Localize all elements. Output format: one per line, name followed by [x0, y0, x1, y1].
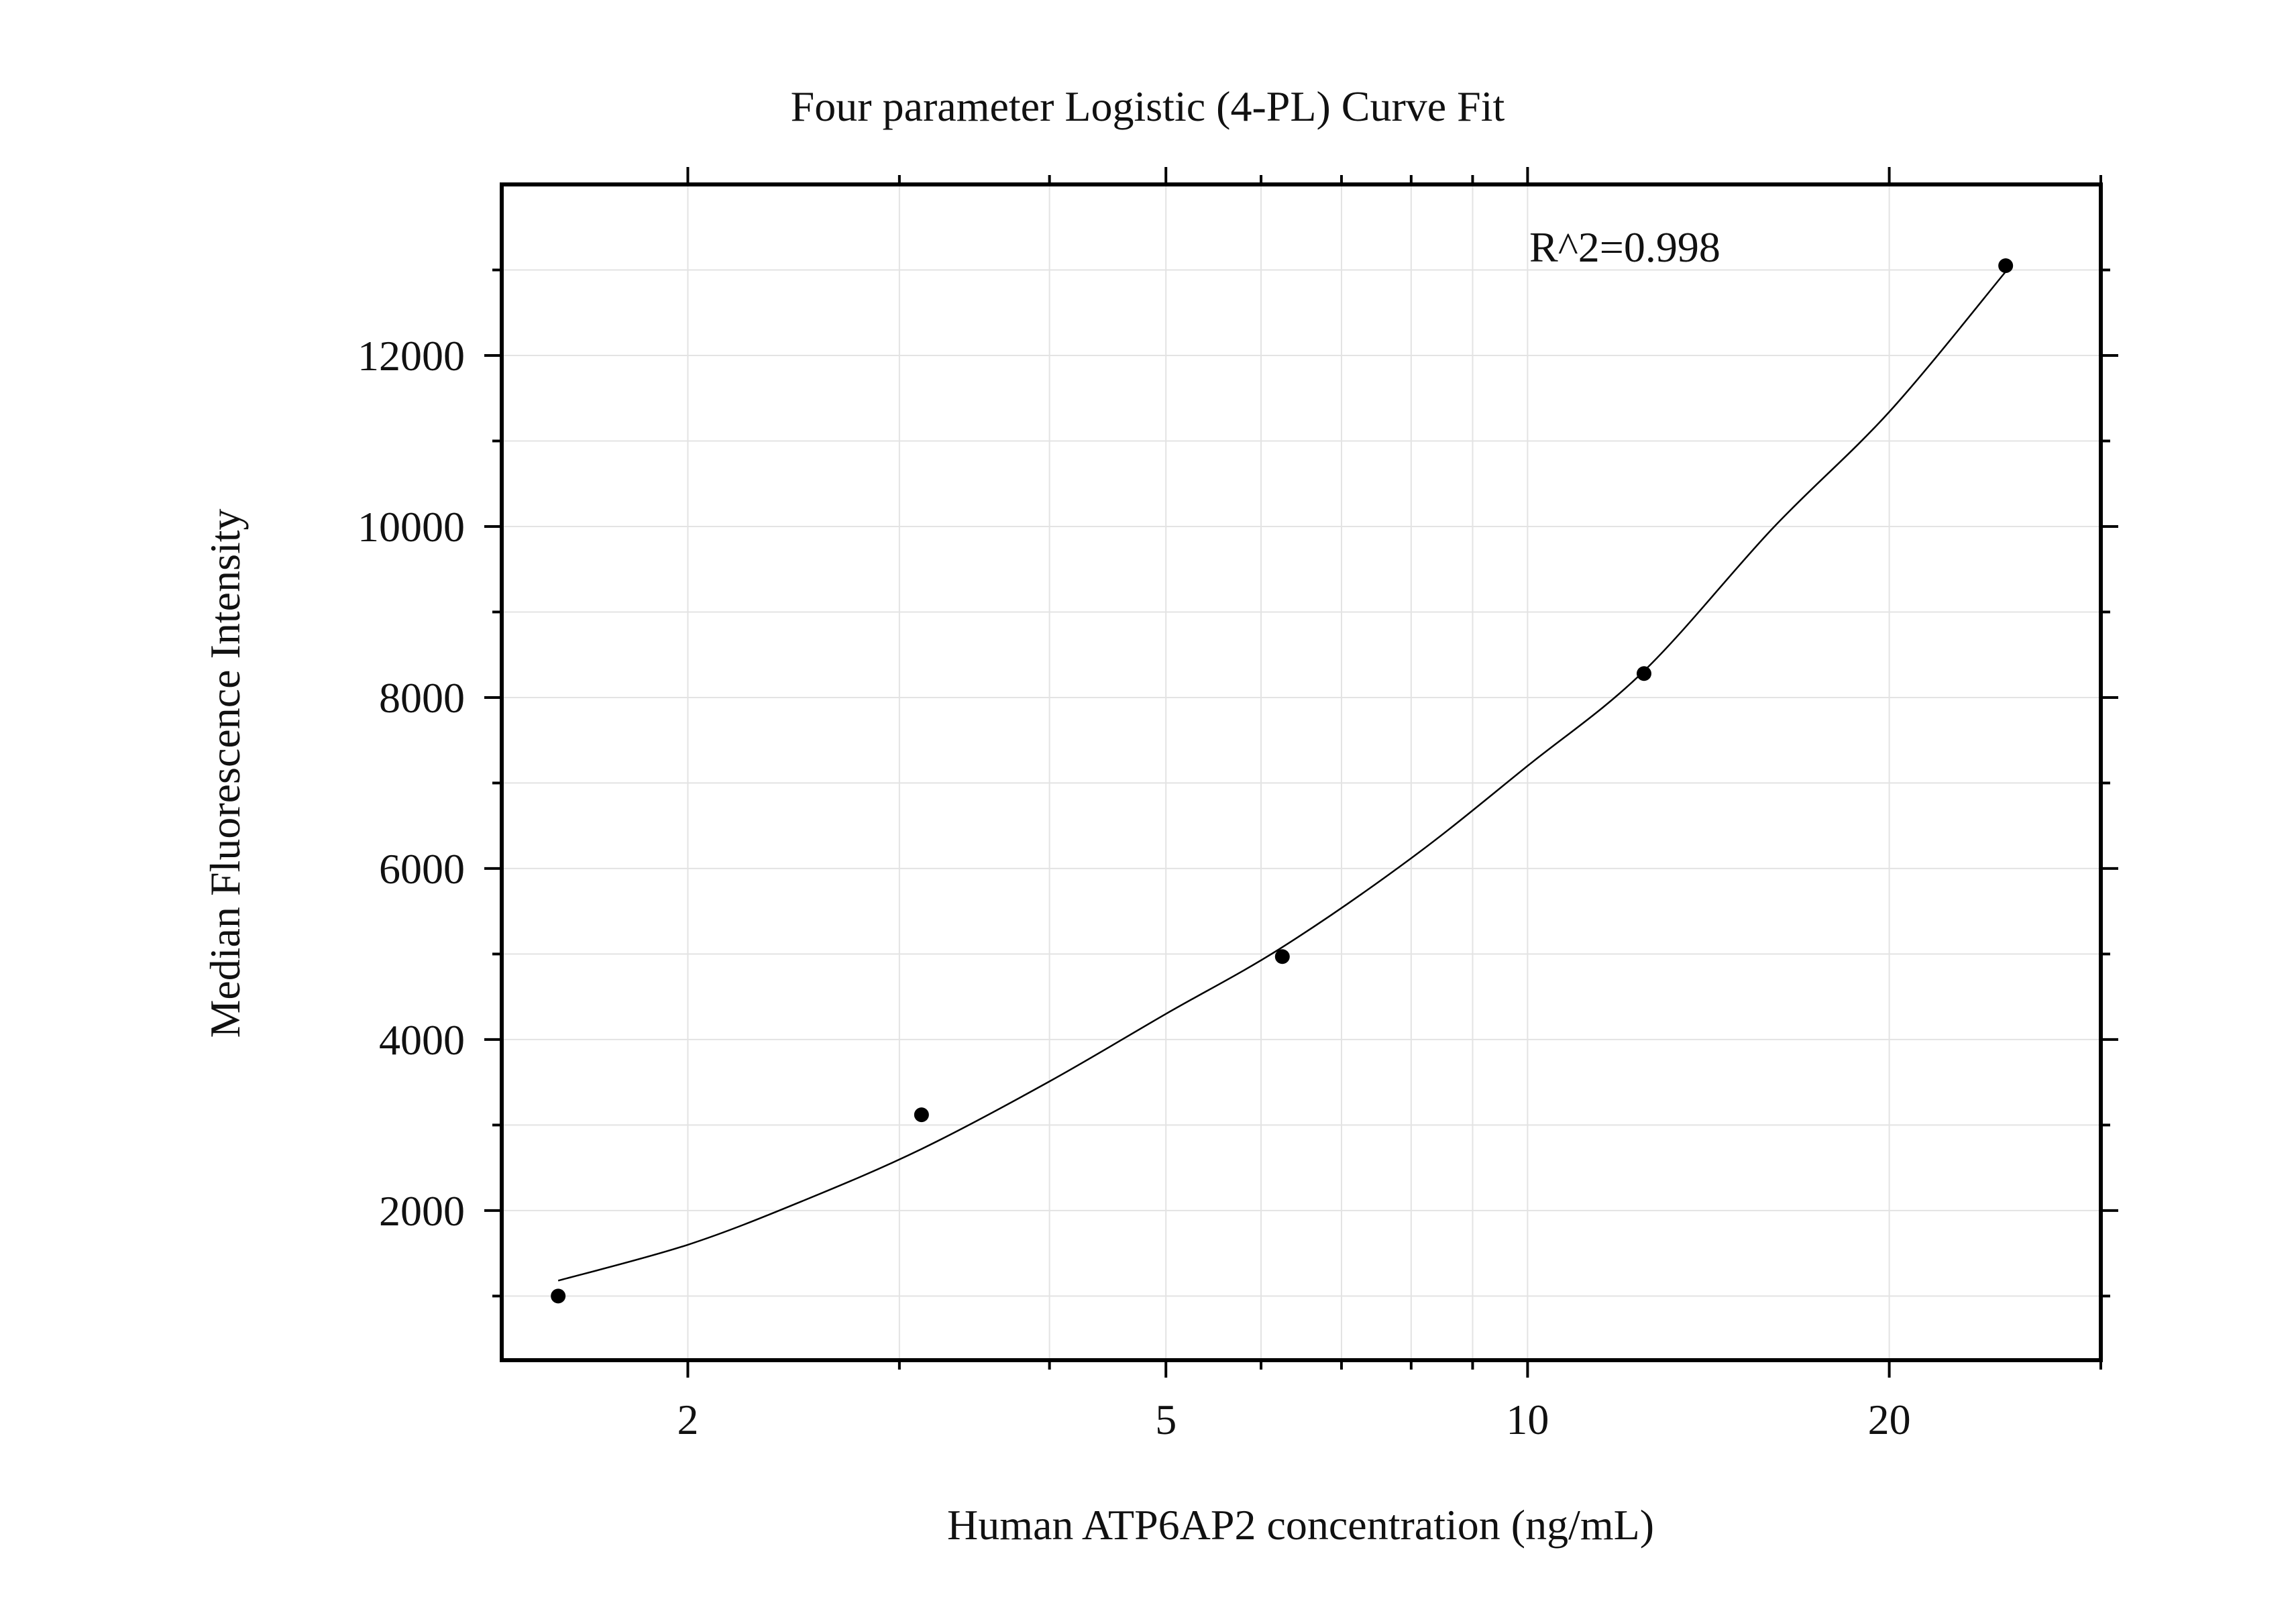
- r-squared-annotation: R^2=0.998: [1529, 223, 1720, 271]
- x-tick-label: 20: [1868, 1396, 1911, 1443]
- series-layer: [551, 258, 2014, 1304]
- fit-curve: [557, 271, 2007, 1282]
- x-tick-label: 5: [1155, 1396, 1177, 1443]
- x-tick-label: 10: [1506, 1396, 1549, 1443]
- y-tick-label: 2000: [379, 1187, 465, 1235]
- data-point: [914, 1107, 929, 1123]
- data-point: [1636, 666, 1651, 681]
- tick-labels: 2 5 10 20 2000 4000 6000 8000 10000 12000: [358, 332, 1911, 1443]
- major-ticks: [484, 167, 2118, 1378]
- y-tick-label: 8000: [379, 674, 465, 722]
- y-axis-label: Median Fluorescence Intensity: [201, 508, 249, 1038]
- plot-frame: [500, 182, 2103, 1362]
- data-point: [1998, 258, 2014, 274]
- y-tick-label: 10000: [358, 503, 465, 551]
- data-point: [1274, 949, 1290, 964]
- y-tick-label: 4000: [379, 1016, 465, 1064]
- x-tick-label: 2: [677, 1396, 698, 1443]
- minor-ticks: [492, 175, 2110, 1370]
- y-tick-label: 6000: [379, 845, 465, 893]
- chart-title: Four parameter Logistic (4-PL) Curve Fit: [791, 82, 1505, 130]
- data-point: [551, 1288, 566, 1304]
- x-axis-label: Human ATP6AP2 concentration (ng/mL): [947, 1501, 1654, 1549]
- y-tick-label: 12000: [358, 332, 465, 380]
